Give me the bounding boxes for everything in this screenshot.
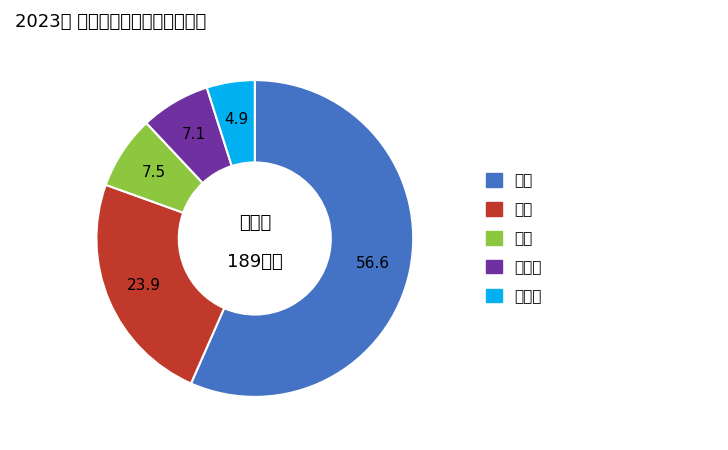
Wedge shape [96, 185, 224, 383]
Wedge shape [207, 80, 255, 166]
Text: 2023年 輸出相手国のシェア（％）: 2023年 輸出相手国のシェア（％） [15, 14, 206, 32]
Wedge shape [191, 80, 414, 397]
Text: 23.9: 23.9 [127, 279, 161, 293]
Text: 56.6: 56.6 [355, 256, 389, 271]
Text: 7.5: 7.5 [142, 165, 166, 180]
Text: 総　額: 総 額 [239, 214, 271, 232]
Wedge shape [146, 88, 232, 183]
Text: 4.9: 4.9 [224, 112, 248, 127]
Wedge shape [106, 123, 203, 213]
Legend: 韓国, 中国, 米国, ドイツ, その他: 韓国, 中国, 米国, ドイツ, その他 [480, 167, 547, 310]
Text: 7.1: 7.1 [182, 127, 206, 142]
Text: 189億円: 189億円 [227, 253, 282, 271]
